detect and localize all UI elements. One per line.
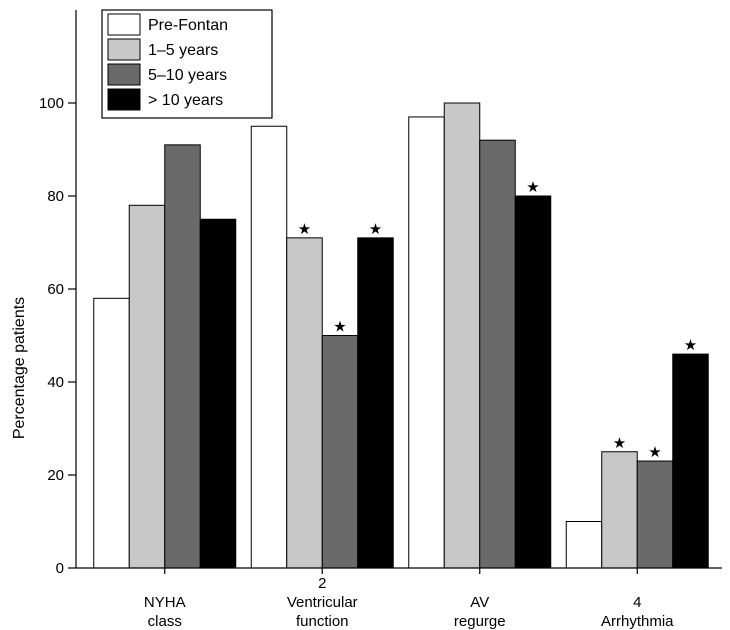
bar-3-4 xyxy=(514,195,552,569)
x-category-label: 2 xyxy=(318,575,326,592)
bar-3-1 xyxy=(408,116,445,569)
legend-swatch xyxy=(107,13,141,36)
x-category-label: function xyxy=(296,613,349,630)
x-axis: NYHA class 2 Ventricular function AV regurge 4 A… xyxy=(76,567,722,630)
bar-2-2 xyxy=(286,237,323,569)
legend-label: Pre-Fontan xyxy=(148,17,228,34)
x-category-label: AV xyxy=(470,594,489,611)
legend-label: 5–10 years xyxy=(148,67,227,84)
x-category-label: class xyxy=(148,613,182,630)
y-tick-label: 0 xyxy=(56,560,64,577)
legend-swatch xyxy=(107,38,141,61)
bar-1-1 xyxy=(93,297,130,569)
legend-label: > 10 years xyxy=(148,92,223,109)
x-category-label: Arrhythmia xyxy=(601,613,674,630)
bar-3-2 xyxy=(443,102,481,569)
bar-4-4 xyxy=(672,353,709,569)
significance-star: ★ xyxy=(526,178,539,196)
legend-label: 1–5 years xyxy=(148,42,218,59)
significance-star: ★ xyxy=(648,443,661,461)
y-tick-label: 100 xyxy=(39,95,64,112)
x-category-label: NYHA xyxy=(144,594,186,611)
bar-1-3 xyxy=(164,144,201,569)
y-axis-title: Percentage patients xyxy=(11,297,28,439)
significance-markers: ★ ★ ★ ★ ★ ★ ★ xyxy=(298,178,697,461)
bar-2-3 xyxy=(321,335,359,569)
bar-4-1 xyxy=(565,521,603,569)
x-category-label: Ventricular xyxy=(287,594,358,611)
y-tick-label: 20 xyxy=(47,467,64,484)
significance-star: ★ xyxy=(298,220,311,238)
legend-swatch xyxy=(107,63,141,86)
significance-star: ★ xyxy=(613,434,626,452)
bar-2-1 xyxy=(250,125,288,569)
significance-star: ★ xyxy=(369,220,382,238)
significance-star: ★ xyxy=(684,336,697,354)
legend: Pre-Fontan 1–5 years 5–10 years > 10 years xyxy=(101,9,273,119)
bar-2-4 xyxy=(357,237,394,569)
bar-4-2 xyxy=(601,451,638,569)
significance-star: ★ xyxy=(333,318,346,336)
y-axis-title-group: Percentage patients xyxy=(11,297,28,439)
legend-swatch xyxy=(107,88,141,111)
y-axis: 0 20 40 60 80 100 xyxy=(39,10,77,577)
x-category-label: regurge xyxy=(454,613,506,630)
y-tick-label: 40 xyxy=(47,374,64,391)
x-category-label: 4 xyxy=(633,594,641,611)
y-tick-label: 60 xyxy=(47,281,64,298)
bar-3-3 xyxy=(479,139,516,569)
bar-1-2 xyxy=(128,204,166,569)
bars xyxy=(93,102,709,569)
bar-4-3 xyxy=(636,460,674,569)
y-tick-label: 80 xyxy=(47,188,64,205)
bar-1-4 xyxy=(199,218,237,569)
